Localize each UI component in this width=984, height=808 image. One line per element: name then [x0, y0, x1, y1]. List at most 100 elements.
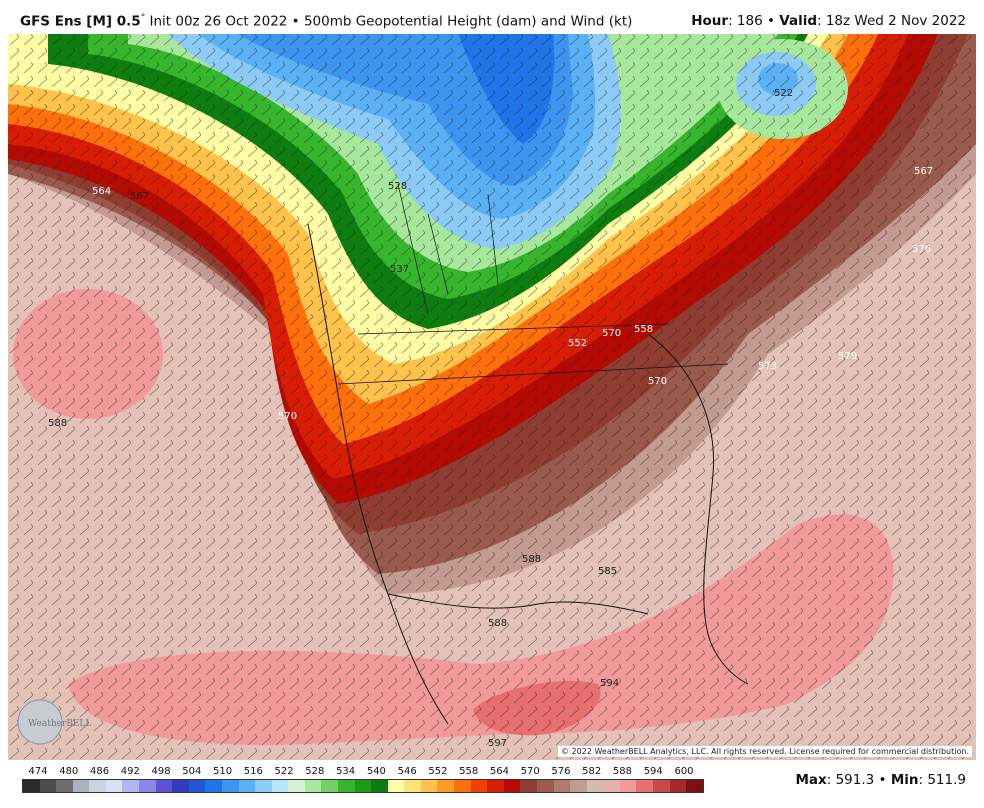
init-time: Init 00z 26 Oct 2022 — [149, 13, 288, 30]
copyright-notice: © 2022 WeatherBELL Analytics, LLC. All r… — [558, 746, 972, 757]
contour-label: 588 — [48, 418, 67, 429]
min-value: : 511.9 — [918, 772, 967, 788]
contour-label: 570 — [602, 328, 621, 339]
colorbar-swatch — [603, 780, 620, 792]
colorbar: 474 480 486 492 498 504 510 516 522 528 534 540 546 5… — [22, 766, 704, 796]
product-name: 500mb Geopotential Height (dam) and Wind… — [303, 13, 633, 30]
colorbar-swatch — [321, 780, 338, 792]
separator: • — [766, 13, 775, 29]
map-panel: WeatherBELL 564 567 570 528 537 552 522 567 576 5… — [8, 34, 976, 760]
colorbar-swatch — [470, 780, 488, 792]
contour-label: 597 — [488, 738, 507, 749]
contour-label: 594 — [600, 678, 619, 689]
colorbar-swatch — [139, 780, 156, 792]
colorbar-swatch — [454, 780, 471, 792]
colorbar-tick-label: 498 — [151, 766, 171, 777]
colorbar-swatch — [155, 780, 173, 792]
colorbar-tick-label: 600 — [674, 766, 694, 777]
contour-label: 522 — [774, 88, 793, 99]
header: GFS Ens [M] 0.5° Init 00z 26 Oct 2022 • … — [0, 0, 984, 34]
contour-label: 567 — [130, 191, 149, 202]
gulf-coastline — [387, 593, 649, 615]
wind-barbs-layer — [8, 34, 976, 760]
valid-label: Valid — [779, 13, 817, 29]
colorbar-tick-label: 588 — [612, 766, 633, 777]
colorbar-swatch — [387, 780, 405, 792]
colorbar-tick-label: 492 — [120, 766, 140, 777]
colorbar-strip — [22, 779, 704, 793]
colorbar-tick-label: 534 — [336, 766, 356, 777]
colorbar-tick-label: 522 — [274, 766, 294, 777]
colorbar-tick-label: 546 — [397, 766, 417, 777]
weatherbell-logo-icon — [17, 699, 63, 745]
colorbar-swatch — [205, 780, 222, 792]
contour-label: 537 — [390, 264, 409, 275]
contour-label: 552 — [568, 338, 587, 349]
colorbar-swatch — [536, 780, 554, 792]
colorbar-swatch — [652, 780, 670, 792]
hour-label: Hour — [691, 13, 729, 29]
colorbar-tick-label: 570 — [520, 766, 540, 777]
separator: • — [878, 772, 887, 788]
colorbar-swatch — [221, 780, 239, 792]
max-min-readout: Max: 591.3 • Min: 511.9 — [795, 772, 966, 788]
colorbar-swatch — [89, 780, 106, 792]
degree-symbol: ° — [140, 13, 146, 23]
colorbar-swatch — [72, 780, 90, 792]
max-value: : 591.3 — [826, 772, 875, 788]
valid-value: : 18z Wed 2 Nov 2022 — [817, 13, 966, 29]
contour-label: 588 — [522, 554, 541, 565]
colorbar-tick-label: 552 — [428, 766, 448, 777]
colorbar-swatch — [255, 780, 272, 792]
colorbar-tick-label: 582 — [582, 766, 602, 777]
colorbar-swatch — [188, 780, 206, 792]
colorbar-swatch — [420, 780, 438, 792]
contour-label: 564 — [92, 186, 111, 197]
colorbar-swatch — [304, 780, 322, 792]
min-label: Min — [890, 772, 919, 788]
title: GFS Ens [M] 0.5° Init 00z 26 Oct 2022 • … — [20, 13, 632, 30]
colorbar-swatch — [122, 780, 140, 792]
colorbar-tick-label: 528 — [305, 766, 325, 777]
colorbar-swatch — [686, 780, 703, 792]
contour-label: 570 — [648, 376, 667, 387]
colorbar-tick-label: 576 — [551, 766, 571, 777]
colorbar-tick-label: 474 — [28, 766, 48, 777]
east-coastline — [647, 333, 749, 685]
colorbar-swatch — [553, 780, 571, 792]
border-lines — [337, 323, 729, 385]
colorbar-swatch — [669, 780, 687, 792]
colorbar-swatch — [23, 780, 40, 792]
west-coastline — [307, 223, 449, 725]
hour-value: : 186 — [728, 13, 763, 29]
colorbar-swatch — [105, 780, 123, 792]
colorbar-tick-label: 558 — [459, 766, 479, 777]
colorbar-swatch — [172, 780, 189, 792]
forecast-info: Hour: 186 • Valid: 18z Wed 2 Nov 2022 — [691, 13, 966, 29]
colorbar-tick-labels: 474 480 486 492 498 504 510 516 522 528 534 540 546 5… — [22, 766, 702, 779]
contour-label: 588 — [488, 618, 507, 629]
colorbar-swatch — [520, 780, 537, 792]
colorbar-swatch — [586, 780, 604, 792]
colorbar-swatch — [271, 780, 289, 792]
contour-label: 558 — [634, 324, 653, 335]
model-name: GFS Ens [M] 0.5 — [20, 13, 141, 30]
contour-labels: 564 567 570 528 537 552 522 567 576 558 573 570 579 5… — [48, 88, 933, 749]
colorbar-tick-label: 540 — [366, 766, 386, 777]
colorbar-tick-label: 564 — [489, 766, 509, 777]
colorbar-swatch — [636, 780, 653, 792]
canada-borders — [397, 183, 499, 315]
contour-label: 585 — [598, 566, 617, 577]
contour-label: 576 — [912, 244, 931, 255]
contour-label: 528 — [388, 181, 407, 192]
max-label: Max — [795, 772, 827, 788]
colorbar-tick-label: 516 — [243, 766, 263, 777]
colorbar-tick-label: 594 — [643, 766, 663, 777]
colorbar-tick-label: 510 — [213, 766, 233, 777]
colorbar-tick-label: 504 — [182, 766, 202, 777]
separator: • — [291, 13, 300, 30]
colorbar-swatch — [354, 780, 372, 792]
colorbar-swatch — [487, 780, 504, 792]
contour-label: 573 — [758, 361, 777, 372]
logo-text: WeatherBELL — [28, 719, 91, 729]
